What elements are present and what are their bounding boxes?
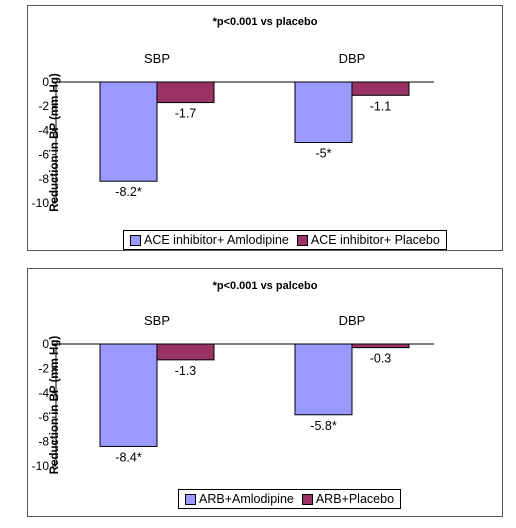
significance-note: *p<0.001 vs palcebo [212, 280, 318, 292]
data-label: -1.1 [370, 99, 392, 113]
legend-label: ARB+Amlodipine [199, 492, 294, 506]
category-label: DBP [339, 313, 366, 328]
data-label: -5* [316, 147, 332, 161]
legend-label: ACE inhibitor+ Placebo [310, 233, 440, 247]
bar-amlodipine [99, 343, 158, 447]
chart-panel-2: *p<0.001 vs palcebo Reduction in BP (mm … [27, 268, 503, 517]
legend-swatch-amlodipine [130, 234, 141, 246]
y-tick-label: -6 [38, 410, 49, 424]
data-label: -5.8* [310, 419, 337, 433]
bar-placebo [351, 343, 410, 349]
category-label: SBP [144, 313, 170, 328]
legend-label: ACE inhibitor+ Amlodipine [144, 233, 289, 247]
legend-label: ARB+Placebo [315, 492, 395, 506]
y-axis-label: Reduction in BP (mm Hg) [49, 336, 61, 475]
bar-amlodipine [99, 81, 158, 182]
data-label: -0.3 [370, 352, 392, 366]
y-tick-label: -2 [38, 361, 49, 375]
data-label: -1.3 [175, 364, 197, 378]
chart-panel-1: *p<0.001 vs placebo Reduction in BP (mm … [27, 5, 503, 251]
y-axis-label: Reduction in BP (mm Hg) [49, 73, 61, 212]
legend-swatch-placebo [296, 234, 308, 246]
y-tick-label: -2 [38, 99, 49, 113]
legend-1: ACE inhibitor+ Amlodipine ACE inhibitor+… [123, 230, 447, 250]
bar-chart-1: Reduction in BP (mm Hg)0 -2 -4 -6 -8 -10 SBP -8… [32, 51, 434, 212]
y-tick-label: -4 [38, 386, 49, 400]
data-label: -8.2* [115, 185, 142, 199]
legend-item: ACE inhibitor+ Amlodipine [130, 233, 289, 247]
legend-item: ARB+Placebo [301, 492, 395, 506]
y-tick-label: -10 [32, 459, 50, 473]
y-tick-label: -8 [38, 172, 49, 186]
y-tick-label: -10 [32, 196, 50, 210]
legend-item: ACE inhibitor+ Placebo [296, 233, 440, 247]
y-tick-label: 0 [42, 337, 49, 351]
legend-swatch-placebo [301, 493, 313, 505]
y-tick-label: -4 [38, 123, 49, 137]
category-label: DBP [339, 51, 366, 66]
bar-chart-2: Reduction in BP (mm Hg)0 -2 -4 -6 -8 -10 SBP -8… [32, 313, 434, 475]
bar-amlodipine [294, 343, 353, 416]
y-tick-label: -8 [38, 435, 49, 449]
data-label: -8.4* [115, 450, 142, 464]
legend-2: ARB+Amlodipine ARB+Placebo [178, 489, 402, 509]
legend-item: ARB+Amlodipine [185, 492, 294, 506]
bar-amlodipine [294, 81, 353, 143]
data-label: -1.7 [175, 107, 197, 121]
bar-placebo [351, 81, 410, 96]
y-tick-label: 0 [42, 75, 49, 89]
category-label: SBP [144, 51, 170, 66]
y-tick-label: -6 [38, 148, 49, 162]
bar-placebo [156, 81, 215, 104]
significance-note: *p<0.001 vs placebo [212, 16, 318, 28]
bar-placebo [156, 343, 215, 361]
legend-swatch-amlodipine [185, 493, 196, 505]
